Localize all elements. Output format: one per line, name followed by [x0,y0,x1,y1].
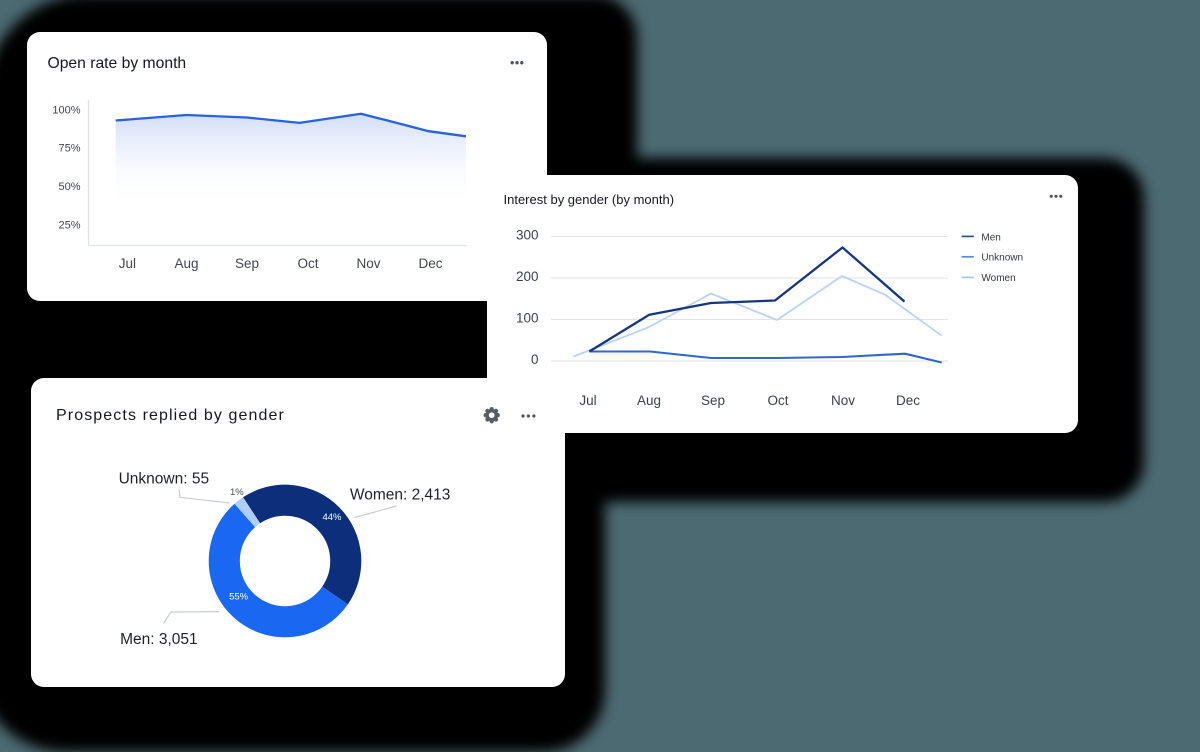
svg-text:Nov: Nov [356,256,380,271]
svg-text:300: 300 [516,228,539,243]
svg-text:Sep: Sep [701,393,725,408]
svg-text:100%: 100% [52,104,80,116]
svg-text:Jul: Jul [119,256,136,271]
svg-text:75%: 75% [58,143,80,155]
svg-text:Nov: Nov [831,393,855,408]
svg-text:Sep: Sep [235,256,259,271]
svg-text:0: 0 [531,352,539,367]
svg-text:Oct: Oct [767,393,788,408]
svg-text:200: 200 [516,269,539,284]
svg-text:Men: Men [981,232,1000,243]
svg-text:Aug: Aug [637,393,661,408]
svg-text:1%: 1% [230,487,244,498]
svg-text:Oct: Oct [297,256,318,271]
svg-text:Women: 2,413: Women: 2,413 [350,486,451,503]
svg-text:50%: 50% [58,181,80,193]
svg-text:Men: 3,051: Men: 3,051 [120,631,198,648]
svg-text:25%: 25% [58,220,80,232]
svg-text:Women: Women [981,273,1015,284]
svg-text:Unknown: Unknown [981,253,1023,264]
svg-text:44%: 44% [322,512,342,523]
svg-text:Jul: Jul [579,393,596,408]
svg-text:Aug: Aug [174,256,198,271]
svg-text:Dec: Dec [896,393,920,408]
svg-text:Dec: Dec [418,256,442,271]
svg-text:55%: 55% [229,592,249,603]
svg-text:Unknown: 55: Unknown: 55 [119,471,209,488]
svg-text:100: 100 [516,311,539,326]
